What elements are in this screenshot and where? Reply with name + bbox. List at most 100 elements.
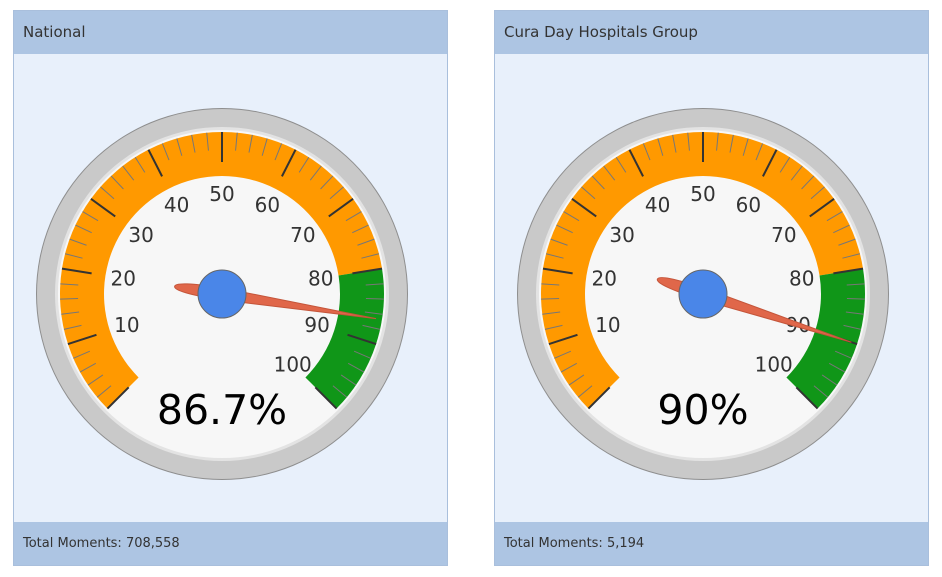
gauge-minor-tick xyxy=(364,311,383,315)
gauge-value-label: 90% xyxy=(657,386,748,434)
gauge-minor-tick xyxy=(687,132,690,151)
gauge-minor-tick xyxy=(110,175,124,190)
gauge-minor-tick xyxy=(73,350,91,359)
gauge-tick-label: 30 xyxy=(609,223,634,247)
gauge-major-tick xyxy=(795,386,819,410)
gauge-minor-tick xyxy=(329,186,344,200)
gauge-minor-tick xyxy=(100,186,115,200)
gauge-band-1 xyxy=(786,268,865,409)
gauge-minor-tick xyxy=(298,156,310,173)
gauge-major-tick xyxy=(833,267,864,275)
gauge-tick-label: 40 xyxy=(164,193,189,217)
gauge-tick-label: 80 xyxy=(308,266,333,290)
gauge-minor-tick xyxy=(560,362,578,373)
gauge-tick-label: 50 xyxy=(690,182,715,206)
gauge-minor-tick xyxy=(801,175,815,190)
gauge-minor-tick xyxy=(261,138,268,156)
gauge-tick-label: 80 xyxy=(789,266,814,290)
gauge-tick-label: 20 xyxy=(111,266,136,290)
gauge-major-tick xyxy=(61,267,92,275)
gauge-tick-label: 10 xyxy=(595,313,620,337)
gauge-minor-tick xyxy=(657,138,664,156)
gauge-minor-tick xyxy=(821,374,838,386)
gauge-minor-tick xyxy=(672,134,677,153)
gauge-major-tick xyxy=(571,197,597,218)
total-moments-label: Total Moments: 5,194 xyxy=(495,522,928,565)
gauge-minor-tick xyxy=(122,165,135,181)
gauge-band-0 xyxy=(541,132,864,409)
gauge-minor-tick xyxy=(61,311,80,315)
gauge-minor-tick xyxy=(161,143,170,161)
gauge-major-tick xyxy=(542,267,573,275)
gauge-minor-tick xyxy=(591,175,605,190)
gauge-minor-tick xyxy=(69,238,87,246)
gauge-minor-tick xyxy=(60,283,79,286)
gauge-minor-tick xyxy=(834,350,852,359)
gauge-minor-tick xyxy=(563,211,580,222)
gauge-major-tick xyxy=(106,386,130,410)
gauge-minor-tick xyxy=(365,283,384,286)
gauge-minor-tick xyxy=(828,362,846,373)
gauge-minor-tick xyxy=(63,324,82,330)
gauge-minor-tick xyxy=(176,138,183,156)
gauge-panel-cura-day-hospitals-group: Cura Day Hospitals Group 10 20 30 40 50 60 70 8… xyxy=(494,10,929,566)
gauge-minor-tick xyxy=(320,175,334,190)
gauge-minor-tick xyxy=(716,132,719,151)
gauge-minor-tick xyxy=(843,324,862,330)
gauge-minor-tick xyxy=(79,362,97,373)
gauge-band-1 xyxy=(305,268,384,409)
gauge-minor-tick xyxy=(365,298,384,300)
gauge-major-tick xyxy=(347,333,377,346)
gauge-tick-label: 30 xyxy=(128,223,153,247)
gauge-minor-tick xyxy=(826,211,843,222)
gauge-minor-tick xyxy=(846,283,865,286)
gauge-minor-tick xyxy=(235,132,238,151)
gauge-minor-tick xyxy=(838,238,856,246)
gauge-national: 10 20 30 40 50 60 70 80 90 100 86.7% xyxy=(36,108,408,480)
gauge-minor-tick xyxy=(361,253,380,259)
gauge-minor-tick xyxy=(603,165,616,181)
gauge-band-0 xyxy=(60,132,383,409)
gauge-major-tick xyxy=(147,149,163,177)
gauge-major-tick xyxy=(281,149,297,177)
gauge-minor-tick xyxy=(742,138,749,156)
gauge-tick-label: 90 xyxy=(304,313,329,337)
gauge-tick-label: 70 xyxy=(290,223,315,247)
gauge-minor-tick xyxy=(134,156,146,173)
gauge-minor-tick xyxy=(833,224,850,234)
gauge-minor-tick xyxy=(353,350,371,359)
gauge-minor-tick xyxy=(545,253,564,259)
gauge-minor-tick xyxy=(729,134,734,153)
gauge-minor-tick xyxy=(755,143,764,161)
gauge-minor-tick xyxy=(556,224,573,234)
gauge-tick-label: 100 xyxy=(755,353,793,377)
gauge-tick-label: 20 xyxy=(592,266,617,290)
gauge-major-tick xyxy=(67,333,97,346)
gauge-minor-tick xyxy=(542,311,561,315)
gauge-minor-tick xyxy=(206,132,209,151)
gauge-minor-tick xyxy=(779,156,791,173)
gauge-minor-tick xyxy=(345,211,362,222)
gauge-minor-tick xyxy=(347,362,365,373)
gauge-hub xyxy=(197,269,247,319)
gauge-minor-tick xyxy=(813,385,829,398)
gauge-tick-label: 70 xyxy=(771,223,796,247)
gauge-minor-tick xyxy=(581,186,596,200)
gauge-major-tick xyxy=(328,197,354,218)
gauge-tick-label: 100 xyxy=(274,353,312,377)
gauge-tick-label: 60 xyxy=(255,193,280,217)
gauge-major-tick xyxy=(628,149,644,177)
gauge-minor-tick xyxy=(362,324,381,330)
gauge-minor-tick xyxy=(352,224,369,234)
gauge-tick-label: 10 xyxy=(114,313,139,337)
gauge-minor-tick xyxy=(615,156,627,173)
gauge-minor-tick xyxy=(541,298,560,300)
gauge-minor-tick xyxy=(568,374,585,386)
gauge-minor-tick xyxy=(842,253,861,259)
gauge-minor-tick xyxy=(790,165,803,181)
gauge-minor-tick xyxy=(191,134,196,153)
gauge-cura-day-hospitals-group: 10203040506070809010090% xyxy=(517,108,889,480)
gauge-major-tick xyxy=(809,197,835,218)
gauge-tick-label: 50 xyxy=(209,182,234,206)
gauge-minor-tick xyxy=(577,385,593,398)
